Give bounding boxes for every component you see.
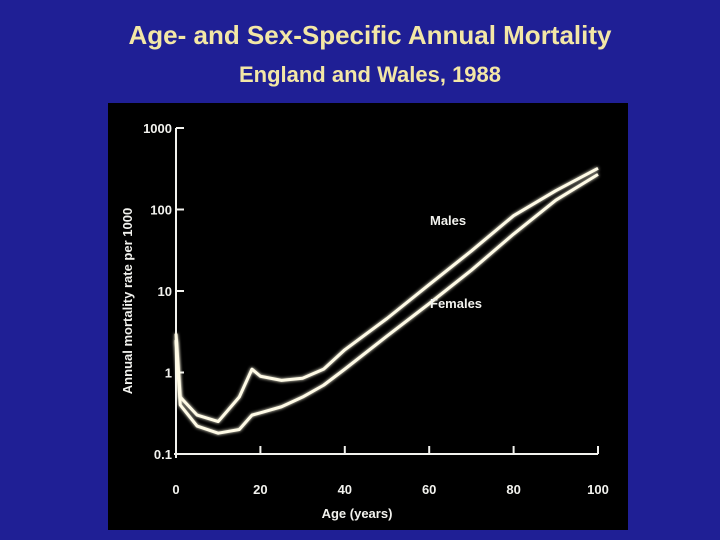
y-tick-label: 1000: [143, 121, 172, 136]
x-tick-label: 80: [506, 482, 520, 497]
y-tick-label: 100: [150, 203, 172, 218]
axes: 0.1 1 10 100 1000 0 20 40 60 80 100 Age (years) Annu…: [120, 121, 609, 521]
y-tick-label: 10: [158, 284, 172, 299]
x-tick-label: 60: [422, 482, 436, 497]
y-axis-title: Annual mortality rate per 1000: [120, 208, 135, 394]
y-tick-label: 0.1: [154, 447, 172, 462]
series-label: Males: [430, 213, 466, 228]
x-tick-label: 100: [587, 482, 609, 497]
y-tick-label: 1: [165, 366, 172, 381]
series-label: Females: [430, 296, 482, 311]
x-tick-label: 40: [338, 482, 352, 497]
series-line: [174, 173, 599, 435]
x-tick-label: 20: [253, 482, 267, 497]
series-line: [174, 167, 599, 424]
x-axis-title: Age (years): [322, 506, 393, 521]
chart-subtitle: England and Wales, 1988: [239, 62, 501, 87]
chart-panel: [108, 103, 628, 530]
chart-title: Age- and Sex-Specific Annual Mortality: [128, 20, 612, 50]
x-tick-label: 0: [172, 482, 179, 497]
